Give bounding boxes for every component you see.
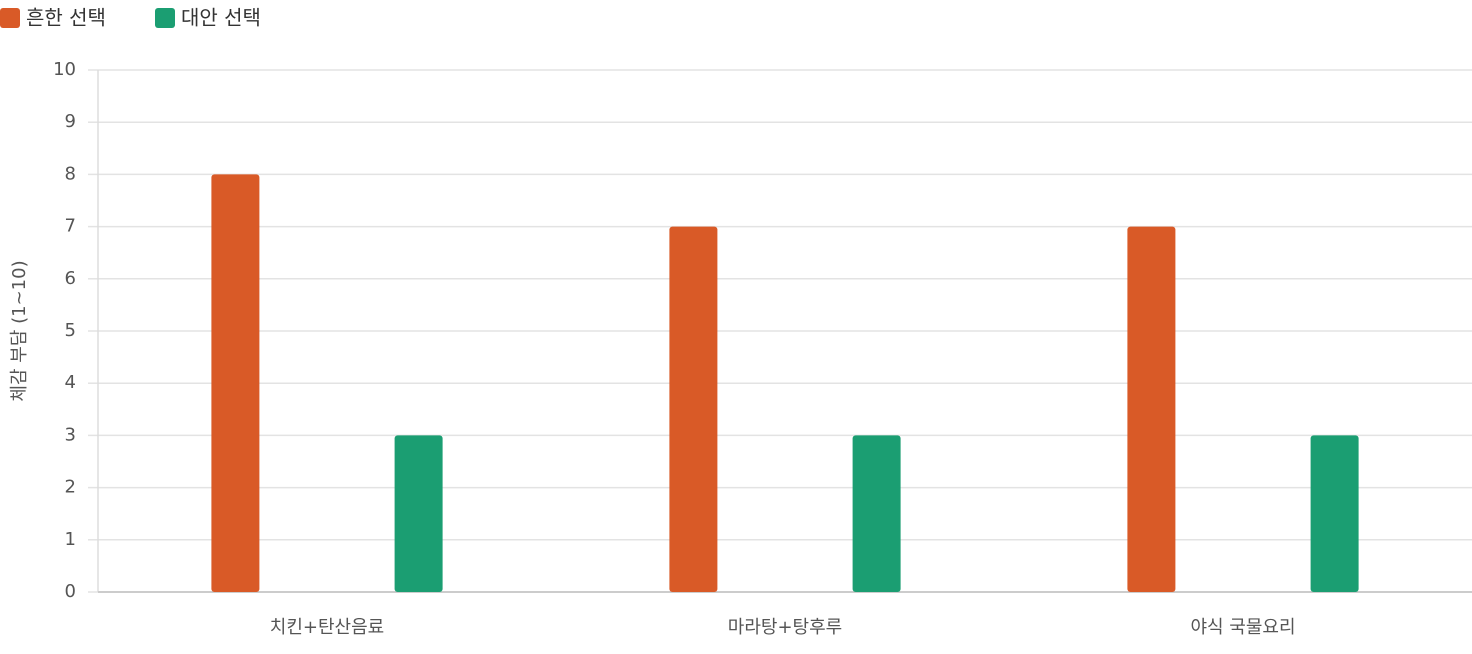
bar bbox=[1127, 226, 1176, 592]
legend-text: 흔한 선택 bbox=[26, 6, 106, 30]
y-tick-label: 10 bbox=[53, 59, 76, 80]
bar bbox=[852, 435, 901, 592]
y-tick-label: 5 bbox=[65, 320, 76, 341]
x-tick-label: 야식 국물요리 bbox=[1190, 617, 1295, 638]
bar bbox=[211, 174, 260, 592]
y-tick-label: 7 bbox=[65, 216, 76, 237]
y-tick-label: 6 bbox=[65, 268, 76, 289]
y-tick-label: 3 bbox=[65, 424, 76, 445]
y-tick-label: 0 bbox=[65, 581, 76, 602]
legend-swatch bbox=[0, 8, 20, 28]
legend-swatch bbox=[155, 8, 175, 28]
bar bbox=[394, 435, 443, 592]
y-tick-label: 4 bbox=[65, 372, 76, 393]
y-tick-label: 1 bbox=[65, 529, 76, 550]
x-tick-label: 치킨+탄산음료 bbox=[270, 617, 384, 638]
y-axis-label: 체감 부담 (1~10) bbox=[9, 260, 30, 401]
y-tick-label: 9 bbox=[65, 111, 76, 132]
bar bbox=[1310, 435, 1359, 592]
y-tick-label: 8 bbox=[65, 163, 76, 184]
bar bbox=[669, 226, 718, 592]
x-tick-label: 마라탕+탕후루 bbox=[728, 617, 842, 638]
y-tick-label: 2 bbox=[65, 477, 76, 498]
legend-text: 대안 선택 bbox=[181, 6, 261, 30]
